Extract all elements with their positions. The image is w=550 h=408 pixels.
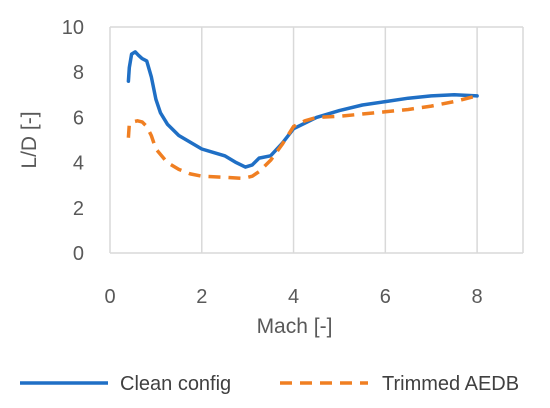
tick-labels: 0 2 4 6 8 10 0 2 4 6 8	[62, 17, 483, 308]
series-line-2	[126, 94, 478, 181]
y-tick-label: 0	[73, 243, 84, 265]
legend: Clean config Trimmed AEDB	[20, 373, 519, 395]
y-axis-title: L/D [-]	[18, 111, 41, 168]
x-tick-label: 0	[104, 286, 115, 308]
y-tick-label: 4	[73, 153, 84, 175]
y-tick-label: 2	[73, 198, 84, 220]
x-tick-label: 4	[288, 286, 299, 308]
legend-label-1: Clean config	[120, 373, 231, 395]
x-axis-title: Mach [-]	[257, 315, 333, 338]
grid-lines	[109, 26, 524, 254]
y-tick-label: 8	[73, 62, 84, 84]
legend-label-2: Trimmed AEDB	[382, 373, 519, 395]
series-lines	[126, 50, 479, 181]
series-line-1	[126, 50, 479, 169]
x-tick-label: 6	[380, 286, 391, 308]
y-tick-label: 6	[73, 107, 84, 129]
x-tick-label: 2	[196, 286, 207, 308]
y-tick-label: 10	[62, 17, 84, 39]
x-tick-label: 8	[472, 286, 483, 308]
